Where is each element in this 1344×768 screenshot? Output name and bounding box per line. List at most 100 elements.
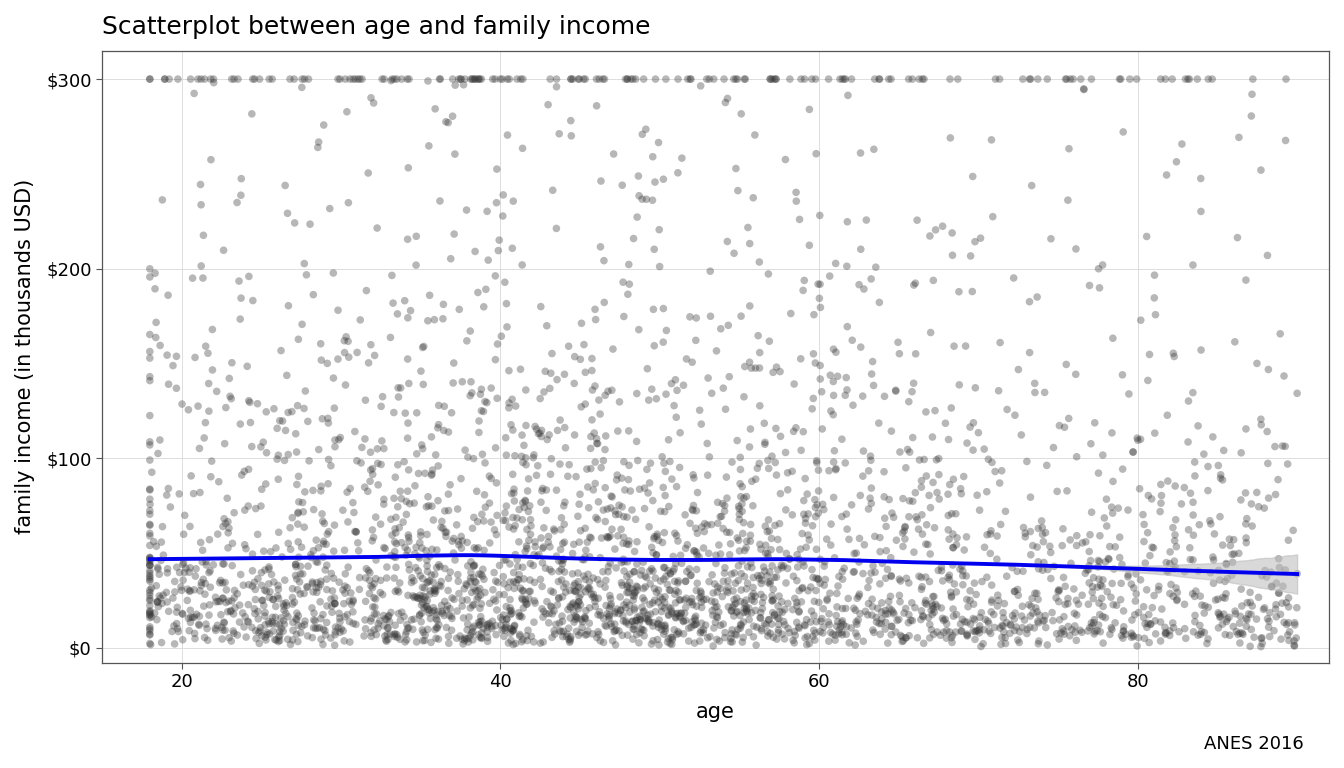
Point — [878, 595, 899, 607]
Point — [482, 73, 504, 85]
Point — [413, 379, 434, 391]
Point — [790, 353, 812, 365]
Point — [286, 478, 308, 491]
Point — [1101, 427, 1122, 439]
Point — [366, 511, 387, 523]
Point — [439, 603, 461, 615]
Point — [250, 441, 271, 453]
Point — [1270, 633, 1292, 645]
Point — [492, 210, 513, 222]
Point — [862, 609, 883, 621]
Point — [405, 591, 426, 603]
Point — [376, 613, 398, 625]
Point — [1159, 558, 1180, 570]
Point — [223, 73, 245, 85]
Point — [973, 443, 995, 455]
Point — [151, 536, 172, 548]
Point — [780, 73, 801, 85]
Point — [773, 560, 794, 572]
Point — [263, 576, 285, 588]
Point — [464, 559, 485, 571]
Point — [558, 340, 579, 353]
Point — [1191, 625, 1212, 637]
Point — [526, 469, 547, 482]
Point — [745, 604, 766, 617]
Point — [410, 529, 431, 541]
Point — [1270, 328, 1292, 340]
Point — [605, 543, 626, 555]
Point — [382, 73, 403, 85]
Point — [550, 625, 571, 637]
Point — [759, 575, 781, 588]
Point — [638, 394, 660, 406]
Point — [595, 430, 617, 442]
Point — [480, 382, 501, 394]
Point — [574, 73, 595, 85]
Point — [605, 606, 626, 618]
Point — [1193, 607, 1215, 619]
Point — [1109, 73, 1130, 85]
Point — [587, 626, 609, 638]
Point — [496, 500, 517, 512]
Point — [844, 639, 866, 651]
Point — [1027, 605, 1048, 617]
Point — [612, 579, 633, 591]
Point — [460, 575, 481, 588]
Point — [977, 453, 999, 465]
Point — [562, 73, 583, 85]
Point — [446, 605, 468, 617]
Point — [194, 432, 215, 444]
Point — [845, 627, 867, 639]
Point — [487, 509, 508, 521]
Point — [413, 626, 434, 638]
Point — [1027, 615, 1048, 627]
Point — [852, 635, 874, 647]
Point — [660, 602, 681, 614]
Point — [353, 630, 375, 642]
Point — [775, 504, 797, 516]
Point — [890, 574, 911, 587]
Point — [1222, 569, 1243, 581]
Point — [646, 618, 668, 631]
Point — [219, 390, 241, 402]
Point — [398, 377, 419, 389]
Point — [630, 569, 652, 581]
Point — [214, 624, 235, 637]
Point — [1275, 618, 1297, 631]
Point — [1188, 565, 1210, 578]
Point — [1141, 493, 1163, 505]
Point — [411, 341, 433, 353]
Point — [380, 606, 402, 618]
Point — [530, 573, 551, 585]
Point — [617, 581, 638, 593]
Point — [836, 320, 857, 333]
Point — [1124, 608, 1145, 621]
Point — [234, 504, 255, 516]
Point — [238, 616, 259, 628]
Point — [1136, 584, 1157, 596]
Point — [321, 584, 343, 597]
Point — [650, 619, 672, 631]
Point — [215, 517, 237, 529]
Point — [1189, 590, 1211, 602]
Point — [1265, 598, 1286, 611]
Point — [367, 442, 388, 455]
Point — [531, 424, 552, 436]
Point — [579, 442, 601, 455]
Point — [1199, 515, 1220, 527]
Point — [542, 631, 563, 644]
Point — [613, 531, 634, 544]
Point — [500, 627, 521, 640]
Point — [594, 619, 616, 631]
Point — [320, 632, 341, 644]
Point — [1012, 600, 1034, 612]
Point — [650, 601, 672, 613]
Point — [1208, 608, 1230, 621]
Point — [860, 273, 882, 285]
Point — [269, 634, 290, 647]
Point — [367, 457, 388, 469]
Point — [606, 474, 628, 486]
Point — [460, 555, 481, 568]
Point — [293, 588, 314, 600]
Point — [215, 584, 237, 596]
